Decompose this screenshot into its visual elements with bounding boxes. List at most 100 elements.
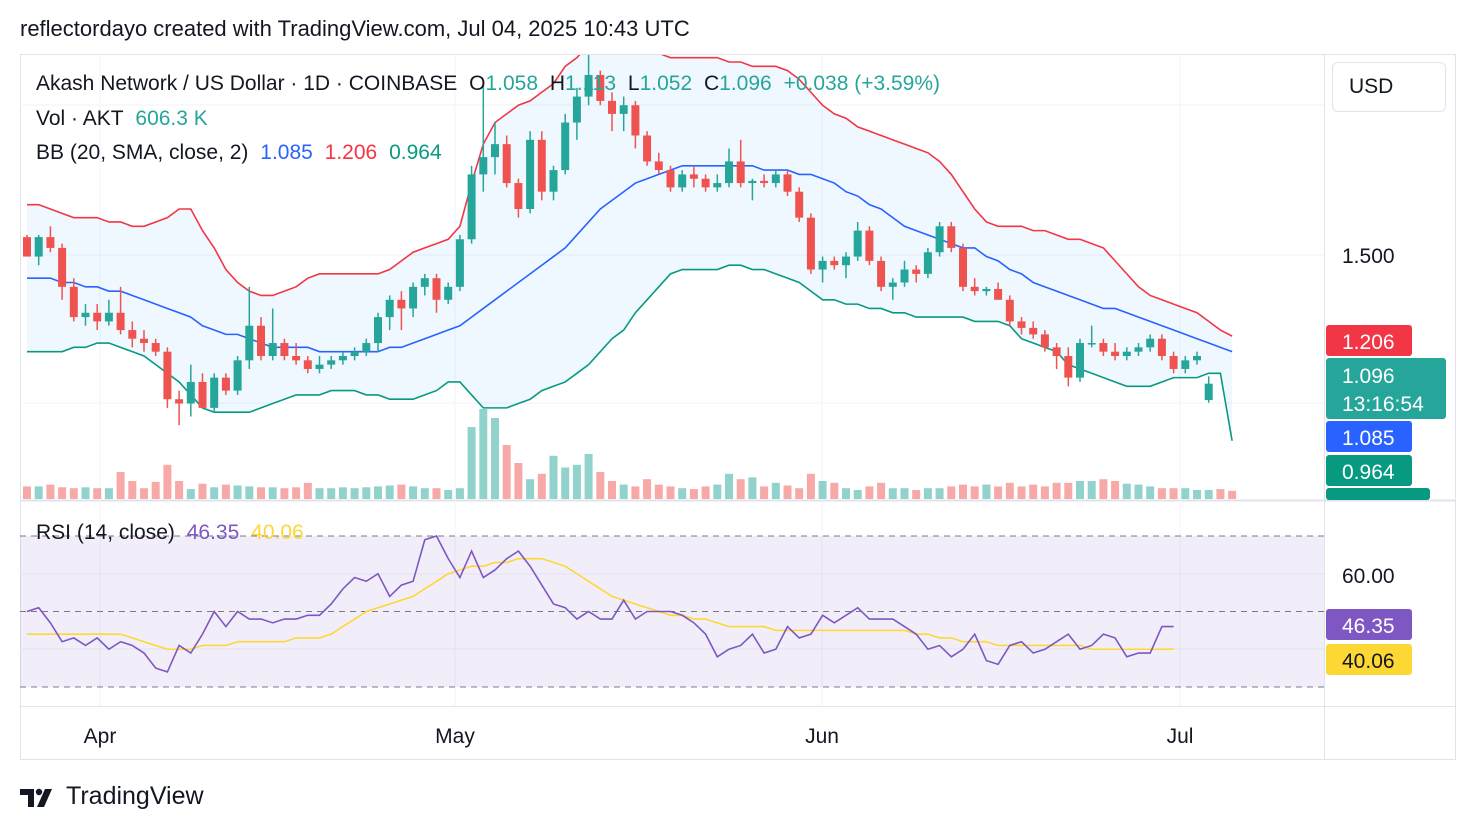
candle-body [877, 260, 886, 287]
volume-bar [514, 463, 523, 499]
rsi-ma-line [27, 557, 1174, 651]
candle-body [725, 161, 733, 184]
candle-body [689, 174, 698, 179]
volume-bar [842, 488, 850, 499]
candle-body [23, 237, 31, 257]
volume-bar [362, 487, 371, 499]
volume-bars [23, 409, 1237, 499]
volume-bar [81, 487, 90, 499]
tradingview-logo-icon [20, 788, 52, 807]
bb-upper-value: 1.206 [324, 141, 378, 164]
volume-bar [58, 487, 67, 499]
volume-bar [1204, 490, 1213, 499]
volume-bar [596, 472, 605, 499]
time-axis[interactable]: Apr May Jun Jul [84, 725, 1194, 748]
candle-body [830, 260, 839, 266]
candle-body [151, 343, 160, 352]
candle-body [502, 144, 511, 184]
candle-body [1087, 343, 1096, 345]
candle-body [444, 286, 453, 300]
volume-bar [327, 488, 336, 499]
candle-body [526, 139, 535, 209]
volume-bar [432, 488, 441, 499]
volume-bar [619, 484, 628, 499]
symbol-legend[interactable]: Akash Network / US Dollar · 1D · COINBAS… [36, 72, 946, 96]
candle-body [1040, 334, 1049, 348]
rsi-legend[interactable]: RSI (14, close) 46.35 40.06 [36, 521, 310, 545]
volume-bar [385, 485, 394, 499]
candle-body [888, 282, 897, 287]
volume-bar [397, 484, 406, 499]
volume-bar [701, 486, 710, 499]
candle-body [1052, 347, 1061, 356]
candle-body [163, 351, 172, 400]
candle-body [338, 356, 347, 361]
volume-bar [725, 473, 733, 499]
candle-body [549, 170, 558, 192]
ohlc-high: H1.113 [549, 72, 617, 95]
volume-bar [1076, 481, 1084, 499]
candle-body [221, 377, 230, 391]
volume-bar [1228, 490, 1237, 499]
time-label: May [435, 725, 475, 748]
volume-bar [923, 488, 932, 499]
candle-body [994, 288, 1003, 300]
volume-bar [315, 488, 324, 499]
candle-body [46, 237, 55, 248]
candlesticks [23, 55, 1213, 426]
volume-bar [479, 409, 488, 499]
rsi-value-badge-text: 46.35 [1342, 615, 1395, 638]
volume-bar [982, 484, 991, 499]
volume-bar [537, 473, 546, 499]
candle-body [912, 269, 921, 274]
candle-body [572, 96, 581, 123]
volume-bar [1111, 481, 1120, 499]
tradingview-brand: TradingView [66, 782, 204, 810]
volume-bar [584, 454, 593, 499]
candle-body [186, 381, 195, 404]
candle-body [1122, 351, 1131, 356]
candle-body [947, 226, 956, 248]
candle-body [491, 144, 499, 158]
volume-bar [888, 488, 897, 499]
symbol-name: Akash Network / US Dollar · 1D · COINBAS… [36, 72, 458, 95]
volume-bar [34, 486, 43, 499]
candle-body [666, 170, 675, 188]
candle-body [104, 312, 113, 322]
volume-bar [23, 486, 31, 499]
volume-bar [1134, 484, 1143, 499]
candle-body [1076, 343, 1084, 378]
volume-bar [221, 484, 230, 499]
volume-legend[interactable]: Vol · AKT 606.3 K [36, 107, 214, 131]
volume-bar [678, 488, 687, 499]
candle-body [853, 230, 862, 257]
volume-bar [1216, 489, 1225, 499]
candle-body [1017, 321, 1026, 328]
volume-bar [806, 473, 815, 499]
volume-bar [748, 477, 757, 499]
volume-bar [572, 464, 581, 499]
rsi-tick-60: 60.00 [1342, 565, 1395, 588]
price-tick-1500: 1.500 [1342, 245, 1395, 268]
candle-body [970, 286, 979, 292]
candle-body [1169, 356, 1178, 369]
bb-legend[interactable]: BB (20, SMA, close, 2) 1.085 1.206 0.964 [36, 141, 448, 165]
volume-bar [104, 488, 113, 499]
last-price-badge [1326, 358, 1446, 419]
candle-body [865, 230, 874, 261]
candle-body [900, 269, 909, 283]
ohlc-low: L1.052 [627, 72, 693, 95]
candle-body [233, 360, 242, 391]
volume-bar [1040, 486, 1049, 499]
price-change: +0.038 (+3.59%) [783, 72, 941, 95]
currency-button[interactable]: USD [1332, 62, 1446, 112]
grid-lines [20, 55, 1324, 706]
candle-body [1005, 299, 1014, 322]
candle-body [374, 317, 382, 344]
volume-bar [1181, 488, 1190, 499]
tradingview-logo[interactable]: TradingView [20, 782, 204, 811]
volume-bar [713, 484, 722, 499]
volume-bar [830, 482, 839, 499]
candle-body [678, 174, 687, 188]
